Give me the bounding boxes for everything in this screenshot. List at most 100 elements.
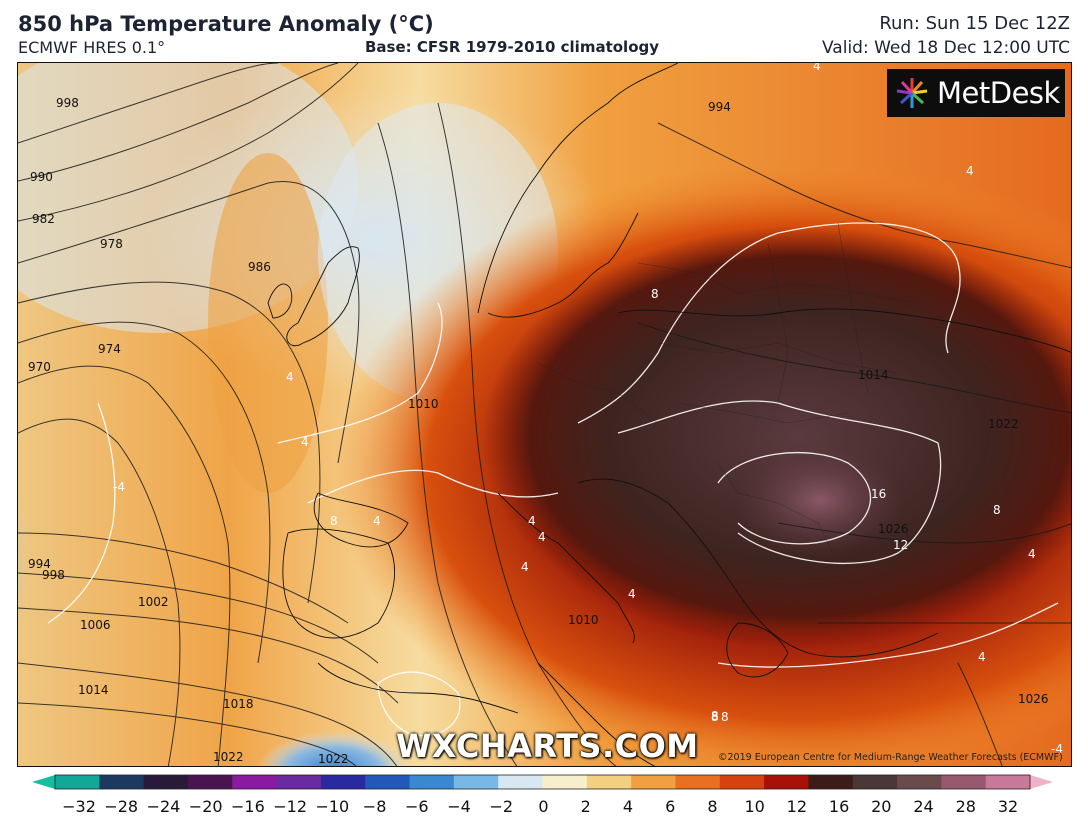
- isobar-label: 986: [248, 260, 271, 274]
- colorbar: [32, 774, 1053, 790]
- isobar-label: 1026: [878, 522, 909, 536]
- isobar-lines: [18, 63, 1071, 766]
- anomaly-label: 4: [521, 560, 529, 574]
- colorbar-segment: [764, 775, 809, 789]
- isobar-line: [18, 321, 271, 664]
- anomaly-label: 4: [301, 435, 309, 449]
- isobar-line: [18, 181, 360, 464]
- colorbar-tick-label: −24: [146, 797, 181, 816]
- colorbar-tick-label: −32: [62, 797, 96, 816]
- colorbar-tick-label: 12: [786, 797, 808, 816]
- map-panel: 998 990 982 978 986 970 974 994 998 1002 1006 1014 1…: [17, 62, 1072, 767]
- colorbar-tick-label: −20: [188, 797, 223, 816]
- colorbar-tick-label: −10: [315, 797, 350, 816]
- colorbar-segment: [719, 775, 765, 789]
- colorbar-tick-label: 0: [538, 797, 549, 816]
- isobar-line: [18, 607, 399, 704]
- anomaly-label: 8: [993, 503, 1001, 517]
- colorbar-segment: [897, 775, 942, 789]
- colorbar-segment: [852, 775, 898, 789]
- anomaly-label: 4: [1028, 547, 1036, 561]
- colorbar-tick-label: −6: [405, 797, 429, 816]
- colorbar-extend-min: [32, 775, 55, 789]
- anomaly-contour-lines: [47, 222, 1059, 737]
- anomaly-label: 4: [286, 370, 294, 384]
- colorbar-tick-label: 28: [955, 797, 976, 816]
- isobar-label: 1022: [988, 417, 1019, 431]
- colorbar-outline: [54, 774, 1031, 790]
- colorbar-tick-label: 6: [665, 797, 676, 816]
- anomaly-label: 8: [711, 709, 719, 723]
- colorbar-segment: [542, 775, 588, 789]
- anomaly-label: 4: [978, 650, 986, 664]
- isobar-line: [957, 662, 1003, 766]
- isobar-label: 990: [30, 170, 53, 184]
- isobar-label: 1002: [138, 595, 169, 609]
- anomaly-label: -4: [113, 480, 125, 494]
- metdesk-logo-text: MetDesk: [937, 76, 1060, 110]
- colorbar-tick-label: −28: [104, 797, 139, 816]
- isobar-label: 970: [28, 360, 51, 374]
- colorbar-tick-label: −4: [447, 797, 471, 816]
- anomaly-label: 4: [628, 587, 636, 601]
- colorbar-extend-max: [1030, 775, 1053, 789]
- colorbar-segment: [320, 775, 366, 789]
- anomaly-label: 4: [966, 164, 974, 178]
- anomaly-label: 8: [651, 287, 659, 301]
- colorbar-segment: [675, 775, 721, 789]
- isobar-line: [777, 522, 1071, 544]
- colorbar-segment: [365, 775, 411, 789]
- isobar-line: [18, 572, 379, 664]
- isobar-label: 1010: [568, 613, 599, 627]
- isobar-line: [18, 418, 181, 766]
- isobar-label: 994: [28, 557, 51, 571]
- valid-label: Valid: Wed 18 Dec 12:00 UTC: [822, 38, 1070, 58]
- isobar-line: [18, 63, 359, 222]
- metdesk-logo-icon: [896, 78, 928, 108]
- anomaly-label: 4: [813, 63, 821, 73]
- isobar-label: 1014: [78, 683, 109, 697]
- isobar-line: [18, 63, 339, 182]
- isobar-label: 1018: [223, 697, 254, 711]
- anomaly-label: 8: [721, 710, 729, 724]
- isobar-label: 1026: [1018, 692, 1049, 706]
- isobar-label: 1006: [80, 618, 111, 632]
- isobar-label: 998: [42, 568, 65, 582]
- colorbar-tick-label: 16: [828, 797, 850, 816]
- colorbar-segment: [985, 775, 1031, 789]
- coastlines: [267, 63, 1071, 766]
- colorbar-tick-label: 2: [580, 797, 591, 816]
- base-label: Base: CFSR 1979-2010 climatology: [365, 38, 660, 56]
- anomaly-label: 8: [330, 514, 338, 528]
- anomaly-label: 4: [373, 514, 381, 528]
- anomaly-label: 12: [893, 538, 908, 552]
- isobar-line: [18, 365, 231, 766]
- model-label: ECMWF HRES 0.1°: [18, 38, 166, 57]
- colorbar-segment: [276, 775, 322, 789]
- colorbar-segment: [453, 775, 499, 789]
- isobar-line: [18, 702, 357, 766]
- isobar-line: [18, 532, 349, 624]
- colorbar-segment: [55, 775, 100, 789]
- metdesk-logo: MetDesk: [887, 69, 1065, 117]
- colorbar-tick-label: 24: [913, 797, 934, 816]
- anomaly-label: 16: [871, 487, 886, 501]
- colorbar-segment: [99, 775, 145, 789]
- colorbar-tick-label: 32: [997, 797, 1019, 816]
- isobar-line: [18, 281, 321, 604]
- isobar-label: 982: [32, 212, 55, 226]
- isobar-label: 1010: [408, 397, 439, 411]
- colorbar-tick-label: −8: [362, 797, 387, 816]
- copyright-notice: ©2019 European Centre for Medium-Range W…: [718, 752, 1063, 763]
- wxcharts-watermark: WXCHARTS.COM: [396, 727, 699, 765]
- anomaly-map: 9989909829789869709749949981002100610141…: [18, 63, 1071, 766]
- colorbar-tick-label: −16: [231, 797, 265, 816]
- colorbar-segments: [55, 775, 1031, 789]
- country-borders: [537, 222, 919, 564]
- isobar-line: [637, 322, 1071, 414]
- isobar-label: 974: [98, 342, 121, 356]
- colorbar-tick-label: 20: [871, 797, 892, 816]
- isobar-line: [18, 63, 279, 144]
- isobar-label: 1022: [318, 752, 349, 766]
